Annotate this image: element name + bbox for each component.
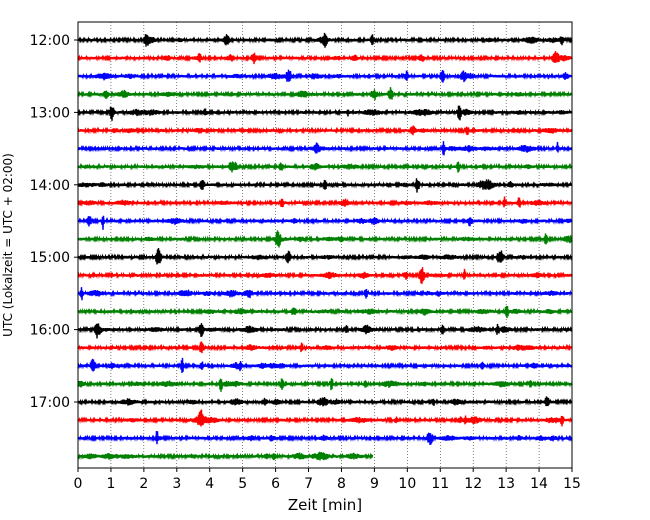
y-tick-label: 14:00 (30, 178, 70, 194)
y-tick-label: 17:00 (30, 395, 70, 411)
trace-line (77, 125, 573, 136)
x-tick-label: 10 (398, 476, 416, 492)
x-tick-label: 1 (106, 476, 115, 492)
trace-line (77, 451, 374, 461)
x-tick-label: 6 (271, 476, 280, 492)
plot-frame (77, 21, 573, 469)
x-tick-label: 12 (464, 476, 482, 492)
x-tick-label: 2 (139, 476, 148, 492)
trace-line (77, 396, 573, 407)
grid-lines (110, 22, 540, 468)
trace-line (77, 248, 573, 265)
trace-line (77, 215, 573, 230)
trace-line (77, 32, 573, 48)
trace-line (77, 287, 573, 301)
trace-line (77, 141, 573, 156)
x-tick-label: 11 (431, 476, 449, 492)
trace-line (77, 341, 573, 354)
x-tick-label: 0 (74, 476, 83, 492)
trace-line (77, 230, 573, 248)
trace-line (77, 196, 573, 208)
trace-line (77, 178, 573, 193)
x-tick-label: 9 (370, 476, 379, 492)
trace-line (77, 305, 573, 319)
trace-line (77, 105, 573, 121)
y-tick-label: 16:00 (30, 323, 70, 339)
y-tick-label: 13:00 (30, 105, 70, 121)
trace-line (77, 409, 573, 427)
trace-line (77, 69, 573, 83)
y-tick-label: 15:00 (30, 250, 70, 266)
y-tick-label: 12:00 (30, 33, 70, 49)
y-axis-label: UTC (Lokalzeit = UTC + 02:00) (1, 153, 15, 337)
trace-line (77, 267, 573, 284)
trace-line (77, 323, 573, 339)
x-axis-ticks: 0 1 2 3 4 5 6 7 8 9 10 11 12 13 14 15 (74, 468, 581, 492)
x-tick-label: 14 (530, 476, 548, 492)
x-tick-label: 15 (563, 476, 581, 492)
trace-line (77, 357, 573, 373)
trace-line (77, 378, 573, 392)
x-tick-label: 13 (497, 476, 515, 492)
x-tick-label: 7 (304, 476, 313, 492)
trace-line (77, 87, 573, 101)
y-axis-ticks: 12:00 13:00 14:00 15:00 16:00 17:00 (30, 33, 78, 411)
seismic-traces (77, 32, 573, 461)
x-tick-label: 4 (205, 476, 214, 492)
trace-line (77, 161, 573, 173)
trace-line (77, 431, 573, 445)
x-axis-label: Zeit [min] (288, 496, 362, 514)
trace-line (77, 50, 573, 65)
x-tick-label: 8 (337, 476, 346, 492)
x-tick-label: 5 (238, 476, 247, 492)
x-tick-label: 3 (172, 476, 181, 492)
